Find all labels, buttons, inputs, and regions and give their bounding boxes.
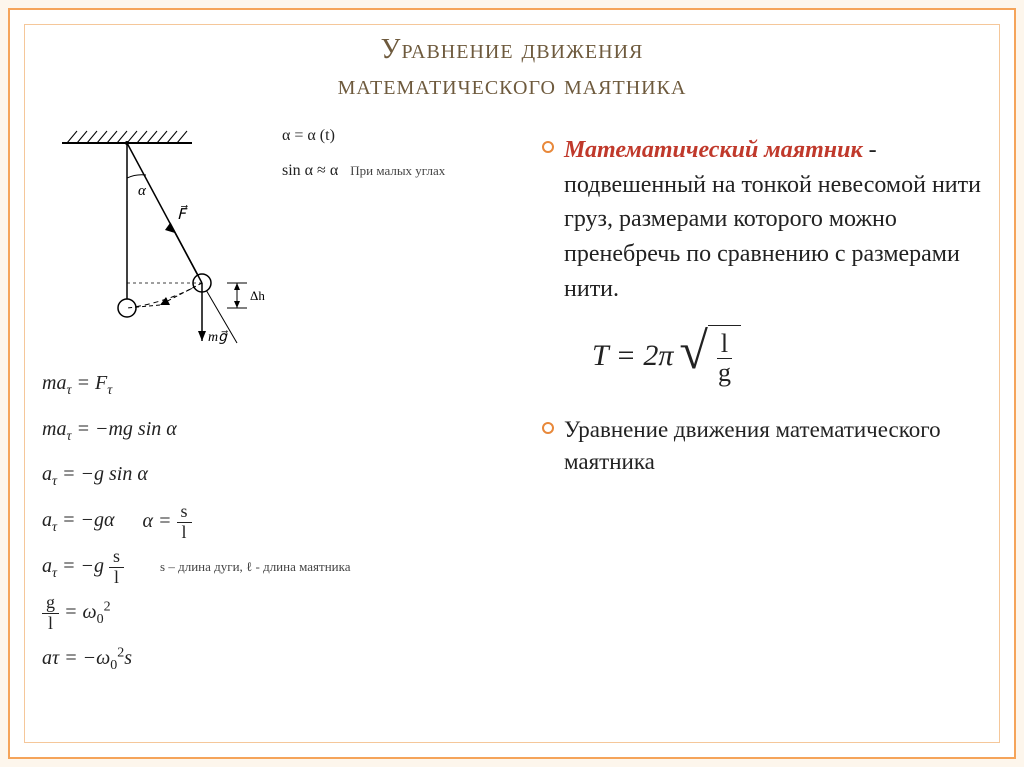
eq-4b: α = sl — [143, 499, 192, 543]
title-line-2: математического маятника — [338, 70, 687, 101]
pendulum-diagram: α F⃗ mg⃗ — [42, 123, 272, 353]
title-line-1: Уравнение движения — [381, 34, 644, 65]
eq-5-row: aτ = −g sl s – длина дуги, ℓ - длина мая… — [42, 544, 512, 590]
definition-block: Математический маятник - подвешенный на … — [542, 133, 982, 307]
label-alpha: α — [138, 183, 147, 199]
slide-content: Уравнение движения математического маятн… — [22, 22, 1002, 745]
diagram-side-equations: α = α (t) sin α ≈ α При малых углах — [282, 123, 445, 184]
eq-2: maτ = −mg sin α — [42, 407, 512, 453]
label-dh: Δh — [250, 288, 265, 303]
eq-3: aτ = −g sin α — [42, 452, 512, 498]
label-mg: mg⃗ — [208, 330, 228, 345]
eq-4-row: aτ = −gα α = sl — [42, 498, 512, 544]
eq-5: aτ = −g sl — [42, 544, 124, 590]
eq-6: gl = ω02 — [42, 590, 512, 636]
eq-1: maτ = Fτ — [42, 361, 512, 407]
length-note: s – длина дуги, ℓ - длина маятника — [160, 553, 350, 582]
note-small-angles: При малых углах — [350, 163, 445, 178]
equation-list: maτ = Fτ maτ = −mg sin α aτ = −g sin α a… — [42, 361, 512, 682]
page-title: Уравнение движения математического маятн… — [42, 32, 982, 105]
bullet-icon — [542, 141, 554, 153]
bottom-caption: Уравнение движения математического маятн… — [542, 414, 982, 478]
columns: α F⃗ mg⃗ — [42, 123, 982, 682]
left-column: α F⃗ mg⃗ — [42, 123, 512, 682]
eq-7: aτ = −ω02s — [42, 636, 512, 682]
bottom-text: Уравнение движения математического маятн… — [564, 414, 982, 478]
diagram-row: α F⃗ mg⃗ — [42, 123, 512, 353]
eq-alpha-t: α = α (t) — [282, 123, 445, 149]
eq-4: aτ = −gα — [42, 498, 115, 544]
label-F: F⃗ — [177, 204, 189, 223]
definition-text: Математический маятник - подвешенный на … — [564, 133, 982, 307]
period-formula: T = 2π √ lg — [592, 325, 982, 388]
definition-term: Математический маятник — [564, 137, 863, 163]
eq-sin-approx: sin α ≈ α — [282, 162, 338, 179]
definition-body: подвешенный на тонкой невесомой нити гру… — [564, 172, 981, 302]
bullet-icon — [542, 422, 554, 434]
right-column: Математический маятник - подвешенный на … — [542, 123, 982, 682]
